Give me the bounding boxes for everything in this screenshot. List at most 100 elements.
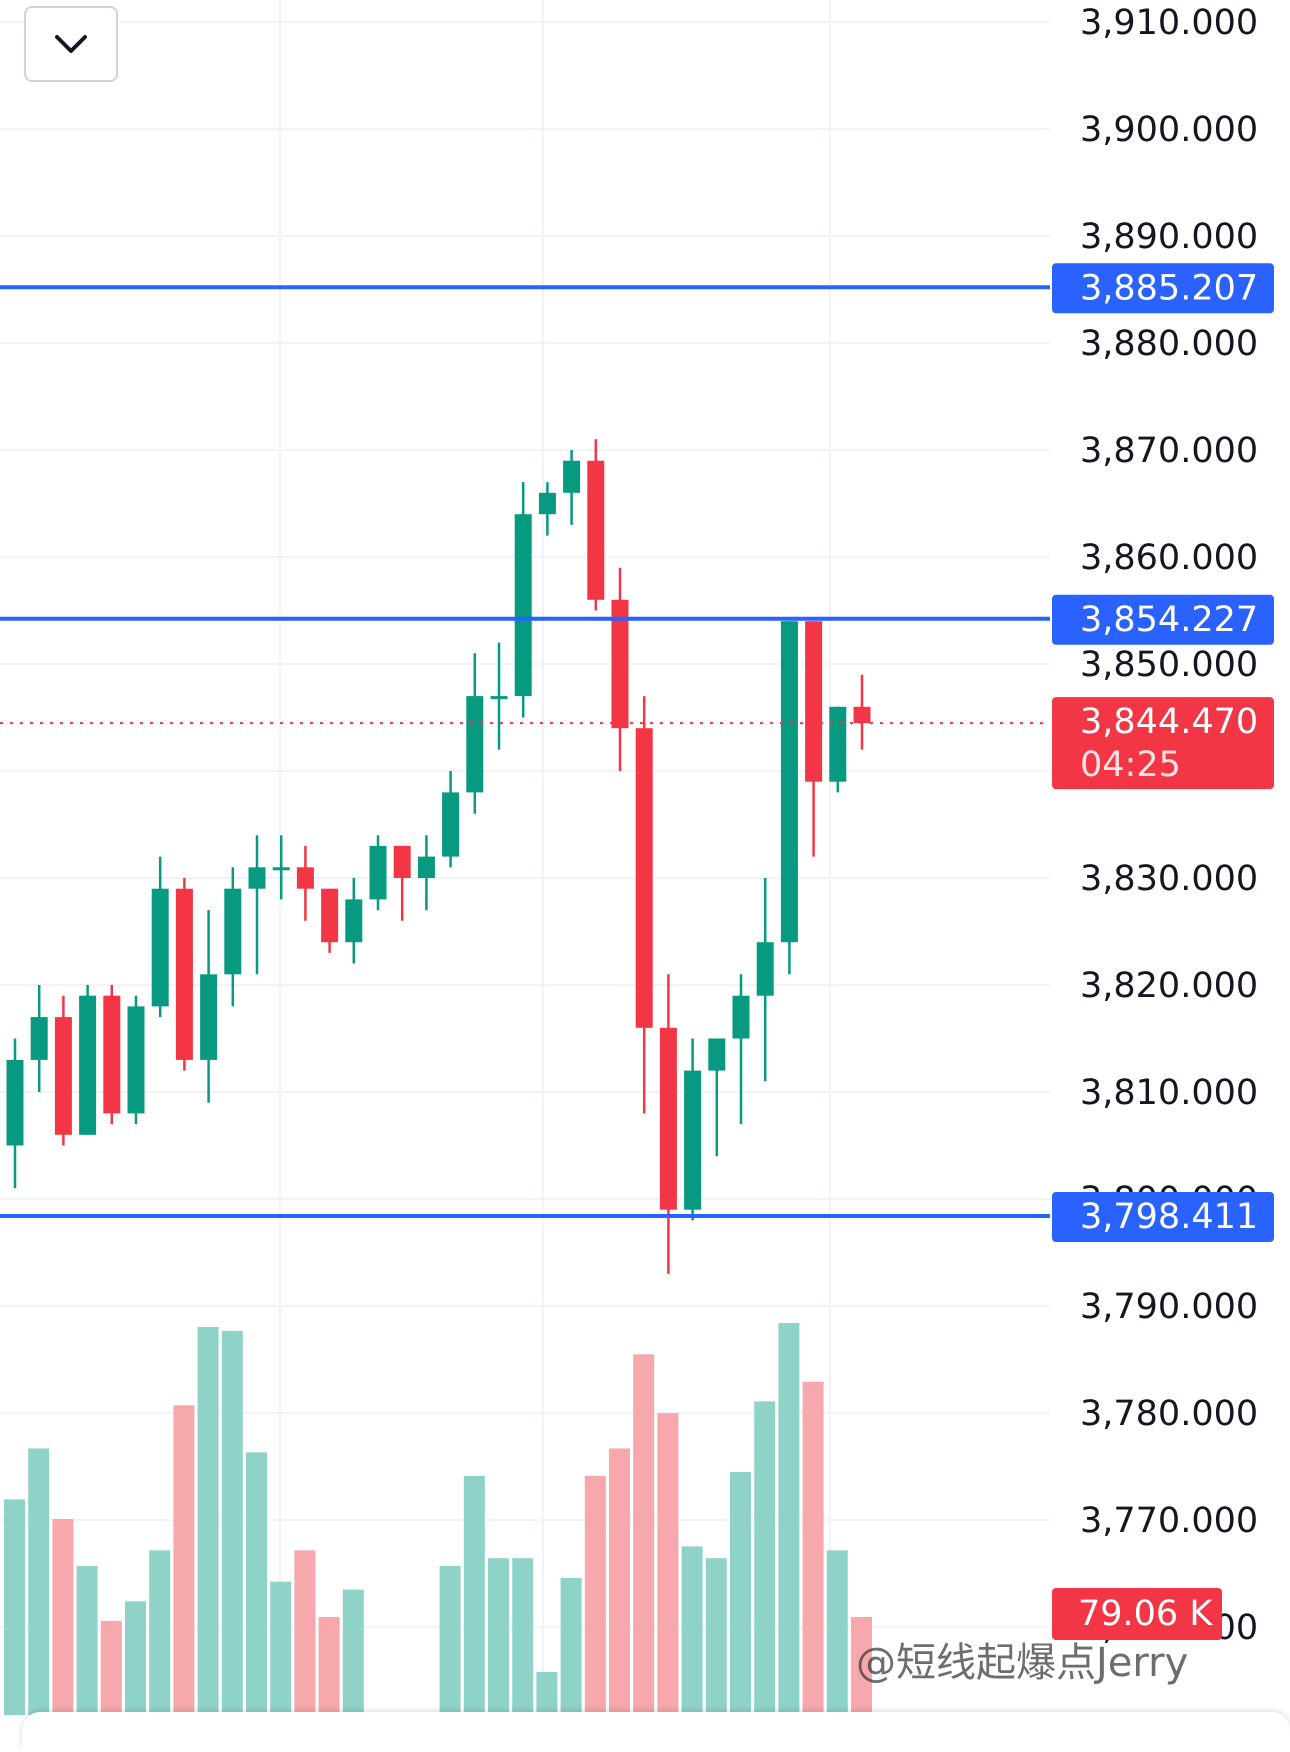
candle-body [369, 845, 387, 900]
grid-layer [0, 0, 1050, 1729]
candle-body [248, 867, 266, 889]
current-price-tag-bg [1052, 697, 1274, 790]
volume-bar [778, 1323, 800, 1715]
candle-body [393, 845, 411, 878]
volume-tag-bg [1052, 1588, 1222, 1640]
candle [538, 482, 556, 536]
volume-bar [463, 1475, 485, 1715]
price-tick-label: 3,770.000 [1080, 1501, 1258, 1541]
candle [563, 450, 581, 525]
volume-bar [826, 1550, 848, 1715]
candle-body [6, 1059, 24, 1146]
price-axis[interactable]: 3,910.000 3,900.000 3,890.000 3,880.000 3,87… [1080, 3, 1258, 1648]
candle-body [684, 1070, 702, 1210]
volume-bar [270, 1581, 292, 1715]
volume-bar [705, 1558, 727, 1715]
volume-bar [197, 1326, 219, 1715]
candle-body [587, 460, 605, 600]
candle-body [756, 942, 774, 996]
price-tick-label: 3,880.000 [1080, 324, 1258, 364]
candle [829, 706, 847, 793]
volume-bar [439, 1566, 461, 1715]
price-tick-label: 3,870.000 [1080, 431, 1258, 471]
candle [805, 621, 823, 857]
candle [369, 835, 387, 911]
volume-bar [730, 1471, 751, 1715]
volume-bar [76, 1566, 98, 1715]
volume-bar [294, 1550, 316, 1715]
price-tick-label: 3,850.000 [1080, 645, 1258, 685]
candle [200, 910, 218, 1103]
candle-body [224, 888, 242, 975]
price-tick-label: 3,900.000 [1080, 110, 1258, 150]
current-price-label: 3,844.470 [1080, 702, 1258, 742]
price-tick-label: 3,860.000 [1080, 538, 1258, 578]
volume-bar [318, 1617, 340, 1715]
volume-bar [851, 1617, 872, 1715]
level-price-tag-label: 3,885.207 [1080, 268, 1258, 308]
bottom-sheet-handle[interactable] [22, 1712, 1290, 1752]
candle-body [805, 621, 823, 782]
level-price-tag: 3,798.411 [1052, 1192, 1274, 1243]
candle [54, 995, 72, 1146]
candle-body [200, 974, 218, 1060]
candle [175, 878, 193, 1071]
volume-bar [4, 1499, 25, 1715]
volume-bar [802, 1381, 824, 1715]
volume-bar [681, 1546, 703, 1715]
candle [442, 771, 460, 868]
level-price-tag-bg [1052, 263, 1274, 314]
level-lines-layer [0, 285, 1050, 1219]
candle [103, 985, 121, 1125]
candle [853, 674, 871, 750]
level-price-tag-bg [1052, 1192, 1274, 1243]
candle-body [30, 1017, 48, 1060]
candle-body [442, 792, 460, 857]
volume-bar [584, 1475, 606, 1715]
candle [684, 1038, 702, 1221]
candle-body [635, 728, 653, 1028]
volume-bar [754, 1401, 776, 1715]
level-price-tag-bg [1052, 594, 1274, 645]
candle-body [514, 514, 532, 697]
candle-body [853, 706, 871, 724]
volume-bar [512, 1558, 534, 1715]
candle [587, 439, 605, 611]
volume-bar [149, 1550, 171, 1715]
countdown-label: 04:25 [1080, 745, 1181, 785]
candle-body [780, 621, 798, 943]
candle [127, 995, 145, 1125]
candle-body [296, 867, 314, 889]
candle [272, 835, 290, 900]
volume-bar [488, 1558, 509, 1715]
candle-body [151, 888, 169, 1007]
candle-body [538, 492, 556, 515]
candle [466, 653, 484, 814]
candle [248, 835, 266, 975]
candle-body [563, 460, 581, 493]
candle [224, 867, 242, 1007]
candle [417, 835, 435, 911]
candle-body [490, 696, 508, 700]
candle-body [54, 1017, 72, 1135]
volume-bar [246, 1452, 267, 1715]
price-tags-layer: 3,885.207 3,854.227 3,798.411 3,844.47004:2… [1052, 263, 1274, 1640]
candle [611, 567, 629, 771]
candle [490, 642, 508, 750]
candle-layer [6, 439, 871, 1274]
price-tick-label: 3,780.000 [1080, 1394, 1258, 1434]
candle [151, 856, 169, 1018]
volume-bar [28, 1448, 50, 1715]
candle [321, 888, 339, 953]
candle-body [659, 1027, 677, 1210]
level-price-tag-label: 3,854.227 [1080, 600, 1258, 640]
candle-body [103, 995, 121, 1114]
volume-bar [657, 1413, 679, 1715]
collapse-button[interactable] [24, 6, 118, 82]
volume-bar [173, 1405, 195, 1715]
candle [79, 985, 97, 1135]
candle-body [732, 995, 750, 1039]
price-tick-label: 3,830.000 [1080, 859, 1258, 899]
